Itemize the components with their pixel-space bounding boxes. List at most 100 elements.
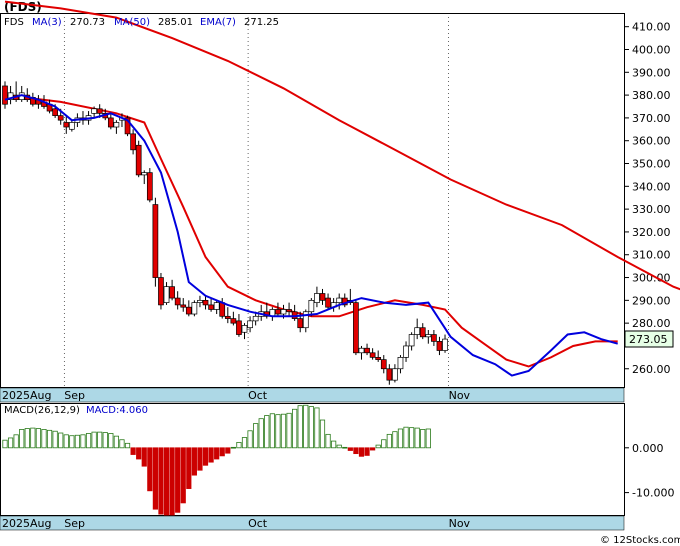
y-axis-tick-label: 400.00 [632, 43, 671, 56]
macd-bar-positive [52, 430, 58, 449]
macd-bar-positive [85, 433, 92, 449]
legend-symbol: FDS [4, 17, 24, 28]
macd-bar-positive [41, 429, 47, 449]
macd-bar-negative [186, 447, 192, 489]
macd-bar-positive [80, 434, 86, 449]
legend-ma50-label: MA(50) [114, 17, 150, 28]
candle-down [319, 293, 326, 301]
macd-bar-negative [163, 447, 170, 516]
y-axis-tick-label: 370.00 [632, 112, 671, 125]
candle-up [113, 122, 120, 128]
macd-bar-positive [303, 404, 309, 449]
macd-bar-positive [24, 428, 30, 449]
macd-bar-positive [119, 439, 125, 449]
candle-down [174, 297, 181, 306]
candle-up [314, 293, 320, 303]
macd-bar-positive [409, 427, 415, 449]
candle-down [224, 315, 231, 319]
candle-down [107, 117, 114, 128]
macd-x-axis-label: 2025Aug [2, 517, 51, 530]
watermark: © 12Stocks.com [600, 535, 680, 546]
candle-down [135, 144, 142, 176]
candle-up [68, 122, 75, 130]
last-price-box [624, 330, 674, 348]
macd-bar-positive [264, 415, 270, 449]
macd-panel: 2025Aug Sep Oct Nov MACD(26,12,9) MACD:4.060 0… [0, 403, 674, 531]
legend-ema7-label: EMA(7) [200, 17, 236, 28]
macd-bar-negative [180, 447, 186, 504]
macd-bar-negative [219, 447, 225, 457]
candle-down [431, 334, 437, 342]
candle-down [297, 318, 304, 329]
macd-y-tick-label: 0.000 [632, 442, 664, 455]
candle-down [364, 347, 370, 354]
macd-bar-positive [2, 439, 8, 449]
candle-up [252, 315, 259, 322]
macd-bar-positive [46, 429, 53, 449]
candle-up [392, 368, 398, 381]
candle-down [57, 115, 64, 121]
chart-overlay: © 12Stocks.com [600, 535, 680, 546]
macd-bar-positive [258, 418, 264, 449]
macd-bar-positive [91, 431, 97, 449]
y-axis-tick-label: 260.00 [632, 363, 671, 376]
macd-bar-positive [397, 428, 404, 449]
y-axis-tick-label: 390.00 [632, 66, 671, 79]
macd-bar-positive [292, 408, 298, 449]
price-panel: 260.00 280.00 290.00 300.00 310.00 320.00 330.… [0, 0, 680, 403]
y-axis-tick-label: 330.00 [632, 203, 671, 216]
candle-down [208, 304, 214, 310]
candle-down [158, 277, 164, 306]
macd-bar-negative [225, 447, 231, 454]
candle-down [185, 306, 192, 315]
macd-legend-label: MACD(26,12,9) [4, 405, 80, 416]
candle-down [130, 133, 136, 151]
macd-bar-positive [58, 432, 64, 449]
candle-up [414, 327, 421, 335]
candle-up [397, 357, 404, 370]
candle-down [2, 85, 8, 105]
macd-bar-positive [69, 435, 75, 449]
candle-up [336, 297, 343, 303]
macd-bar-positive [314, 407, 320, 449]
macd-x-axis-band [0, 515, 625, 531]
y-axis-tick-label: 320.00 [632, 226, 671, 239]
candle-up [7, 92, 14, 101]
candle-down [96, 108, 103, 114]
macd-bar-positive [102, 432, 108, 449]
macd-bar-positive [331, 440, 337, 449]
candle-up [442, 338, 448, 351]
macd-bar-negative [208, 447, 214, 463]
x-axis-label: 2025Aug [2, 389, 51, 402]
y-axis-tick-label: 280.00 [632, 317, 671, 330]
macd-bar-negative [152, 447, 158, 510]
y-axis-tick-label: 360.00 [632, 135, 671, 148]
candle-down [286, 309, 292, 313]
macd-bar-positive [297, 405, 303, 449]
macd-y-tick-label: -10.000 [632, 487, 674, 500]
candle-down [386, 368, 393, 381]
x-axis-label: Sep [64, 389, 85, 402]
macd-bar-positive [414, 427, 420, 449]
macd-bar-positive [275, 414, 281, 449]
macd-bar-positive [113, 435, 119, 449]
macd-bar-positive [269, 413, 275, 449]
macd-bar-positive [108, 433, 114, 449]
macd-bar-positive [97, 431, 103, 449]
candle-up [141, 172, 148, 176]
y-axis-tick-label: 290.00 [632, 294, 671, 307]
candle-down [369, 352, 376, 358]
candle-down [52, 108, 58, 116]
macd-bar-negative [147, 447, 153, 492]
candle-down [146, 172, 153, 201]
candle-down [63, 122, 70, 128]
macd-bar-positive [247, 430, 253, 449]
macd-bar-positive [13, 434, 19, 449]
macd-bar-negative [158, 447, 164, 515]
macd-bar-negative [169, 447, 175, 516]
macd-bar-positive [30, 427, 36, 449]
y-axis-tick-label: 310.00 [632, 249, 671, 262]
macd-bar-positive [342, 446, 348, 449]
candle-up [197, 299, 203, 303]
candle-down [325, 297, 331, 308]
